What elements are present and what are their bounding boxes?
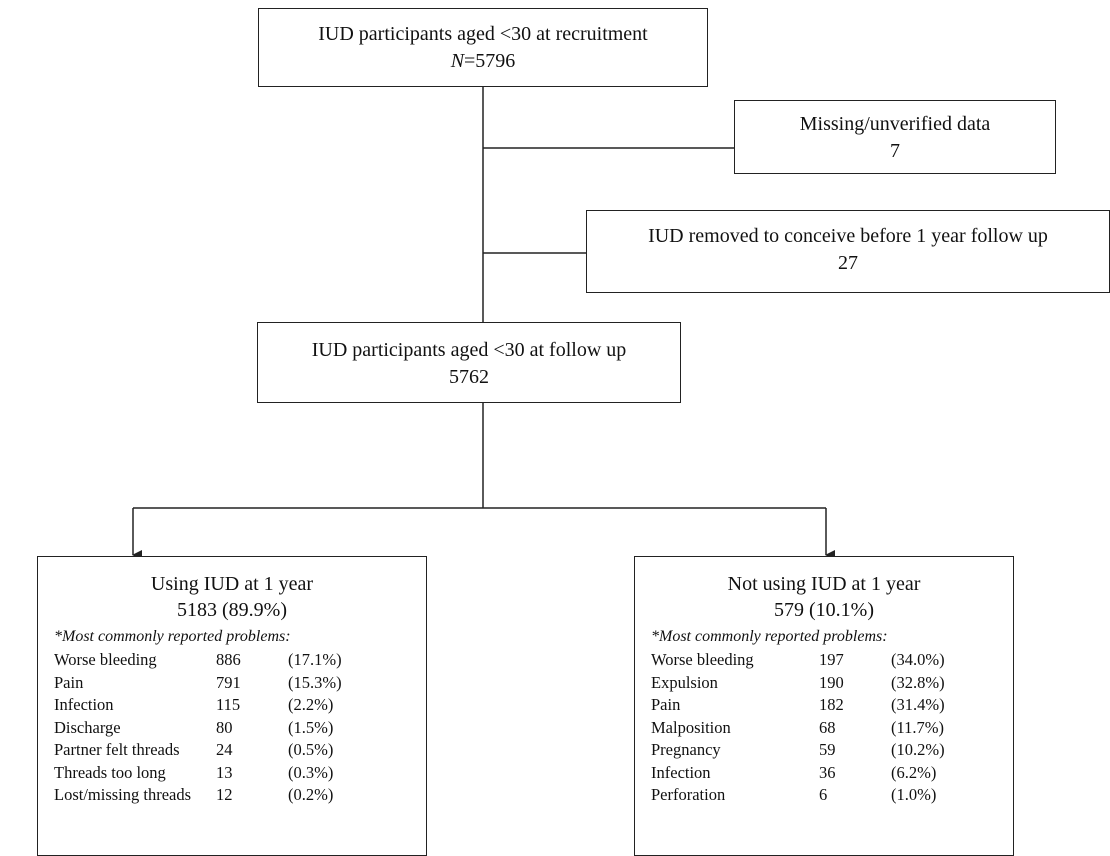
followup-box: IUD participants aged <30 at follow up 5… xyxy=(257,322,681,403)
using-problems-note: *Most commonly reported problems: xyxy=(54,628,291,645)
table-row: Pain 791 (15.3%) xyxy=(54,672,342,695)
table-row: Worse bleeding 886 (17.1%) xyxy=(54,649,342,672)
problem-name: Expulsion xyxy=(651,672,718,692)
table-row: Infection 36 (6.2%) xyxy=(651,762,945,785)
problem-count: 6 xyxy=(819,785,828,804)
problem-pct: (34.0%) xyxy=(891,650,945,669)
missing-title: Missing/unverified data xyxy=(799,113,991,135)
not-using-title: Not using IUD at 1 year xyxy=(727,573,921,595)
problem-name: Infection xyxy=(54,695,114,714)
problem-name: Partner felt threads xyxy=(54,740,180,759)
problem-count: 68 xyxy=(819,717,836,737)
problem-count: 886 xyxy=(216,650,241,669)
missing-data-box: Missing/unverified data 7 xyxy=(734,100,1056,174)
problem-count: 59 xyxy=(819,740,836,759)
table-row: Threads too long 13 (0.3%) xyxy=(54,762,342,785)
problem-pct: (31.4%) xyxy=(891,695,945,714)
using-summary: 5183 (89.9%) xyxy=(177,599,287,621)
problem-name: Worse bleeding xyxy=(54,650,157,669)
problem-name: Perforation xyxy=(651,785,726,804)
table-row: Pregnancy 59 (10.2%) xyxy=(651,739,945,762)
not-using-problems-note: *Most commonly reported problems: xyxy=(651,628,888,645)
problem-pct: (10.2%) xyxy=(891,740,945,759)
problem-name: Pregnancy xyxy=(651,740,721,759)
missing-count: 7 xyxy=(890,140,900,162)
problem-name: Pain xyxy=(651,695,681,714)
problem-pct: (0.5%) xyxy=(288,740,334,759)
problem-name: Threads too long xyxy=(54,762,166,782)
problem-pct: (32.8%) xyxy=(891,672,945,692)
recruitment-n-value: =5796 xyxy=(464,50,516,72)
problem-pct: (2.2%) xyxy=(288,695,334,714)
removed-count: 27 xyxy=(838,252,858,274)
problem-pct: (0.3%) xyxy=(288,762,334,782)
problem-name: Worse bleeding xyxy=(651,650,754,669)
table-row: Pain 182 (31.4%) xyxy=(651,694,945,717)
recruitment-box: IUD participants aged <30 at recruitment… xyxy=(258,8,708,87)
table-row: Malposition 68 (11.7%) xyxy=(651,717,945,740)
table-row: Partner felt threads 24 (0.5%) xyxy=(54,739,342,762)
problem-count: 80 xyxy=(216,717,233,737)
problem-count: 182 xyxy=(819,695,844,714)
using-problems-table: Worse bleeding 886 (17.1%) Pain 791 (15.… xyxy=(54,649,342,807)
recruitment-n-label: N xyxy=(450,50,465,72)
table-row: Worse bleeding 197 (34.0%) xyxy=(651,649,945,672)
problem-pct: (17.1%) xyxy=(288,650,342,669)
problem-name: Infection xyxy=(651,762,711,782)
followup-count: 5762 xyxy=(449,366,489,388)
table-row: Perforation 6 (1.0%) xyxy=(651,784,945,807)
problem-count: 791 xyxy=(216,672,241,692)
problem-count: 190 xyxy=(819,672,844,692)
not-using-problems-table: Worse bleeding 197 (34.0%) Expulsion 190… xyxy=(651,649,945,807)
problem-pct: (11.7%) xyxy=(891,717,944,737)
problem-count: 24 xyxy=(216,740,233,759)
table-row: Expulsion 190 (32.8%) xyxy=(651,672,945,695)
table-row: Discharge 80 (1.5%) xyxy=(54,717,342,740)
not-using-summary: 579 (10.1%) xyxy=(774,599,874,621)
removed-title: IUD removed to conceive before 1 year fo… xyxy=(648,225,1048,247)
problem-name: Pain xyxy=(54,672,84,692)
problem-pct: (6.2%) xyxy=(891,762,937,782)
problem-pct: (1.0%) xyxy=(891,785,937,804)
problem-count: 197 xyxy=(819,650,844,669)
table-row: Infection 115 (2.2%) xyxy=(54,694,342,717)
problem-pct: (0.2%) xyxy=(288,785,334,804)
problem-name: Discharge xyxy=(54,717,121,737)
not-using-iud-box: Not using IUD at 1 year 579 (10.1%) *Mos… xyxy=(634,556,1014,856)
followup-title: IUD participants aged <30 at follow up xyxy=(311,339,627,361)
problem-name: Lost/missing threads xyxy=(54,785,192,804)
problem-pct: (1.5%) xyxy=(288,717,334,737)
problem-name: Malposition xyxy=(651,717,731,737)
using-iud-box: Using IUD at 1 year 5183 (89.9%) *Most c… xyxy=(37,556,427,856)
problem-count: 13 xyxy=(216,762,233,782)
removed-to-conceive-box: IUD removed to conceive before 1 year fo… xyxy=(586,210,1110,293)
problem-count: 115 xyxy=(216,695,241,714)
problem-pct: (15.3%) xyxy=(288,672,342,692)
using-title: Using IUD at 1 year xyxy=(150,573,314,595)
problem-count: 12 xyxy=(216,785,233,804)
table-row: Lost/missing threads 12 (0.2%) xyxy=(54,784,342,807)
recruitment-title: IUD participants aged <30 at recruitment xyxy=(318,23,648,45)
problem-count: 36 xyxy=(819,762,836,782)
recruitment-n: N=5796 xyxy=(259,48,707,75)
